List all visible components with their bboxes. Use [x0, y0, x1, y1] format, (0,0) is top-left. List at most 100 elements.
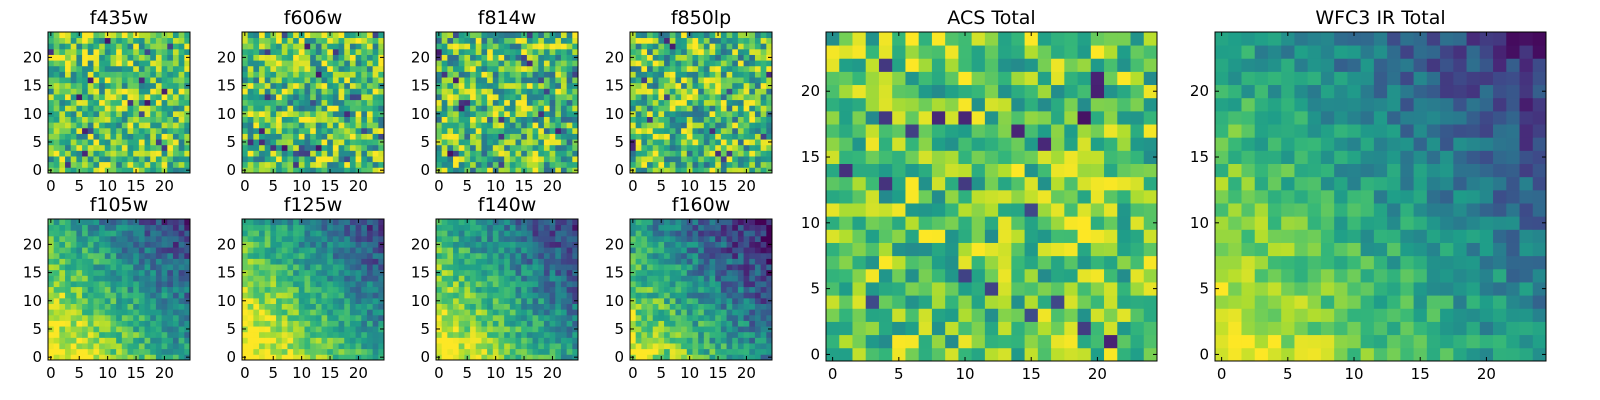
- heatmap-cell: [498, 348, 505, 355]
- heatmap-cell: [447, 105, 454, 112]
- heatmap-cell: [692, 94, 699, 101]
- heatmap-cell: [572, 286, 579, 293]
- heatmap-cell: [276, 105, 283, 112]
- heatmap-cell: [630, 275, 637, 282]
- heatmap-cell: [355, 77, 362, 84]
- heatmap-cell: [720, 54, 727, 61]
- heatmap-cell: [270, 247, 277, 254]
- heatmap-cell: [281, 77, 288, 84]
- heatmap-cell: [110, 94, 117, 101]
- heatmap-cell: [270, 48, 277, 55]
- heatmap-cell: [732, 37, 739, 44]
- y-tick-label: 5: [226, 320, 236, 338]
- heatmap-cell: [304, 156, 311, 163]
- heatmap-cell: [743, 144, 750, 151]
- heatmap-cell: [144, 224, 151, 231]
- heatmap-cell: [378, 144, 385, 151]
- heatmap-cell: [566, 241, 573, 248]
- heatmap-cell: [121, 167, 128, 174]
- heatmap-cell: [630, 281, 637, 288]
- heatmap-cell: [549, 326, 556, 333]
- heatmap-cell: [560, 127, 568, 134]
- heatmap-cell: [635, 161, 642, 168]
- heatmap-cell: [293, 105, 300, 112]
- heatmap-cell: [492, 48, 499, 55]
- heatmap-cell: [630, 60, 637, 67]
- heatmap-cell: [104, 77, 111, 84]
- heatmap-cell: [287, 116, 294, 123]
- heatmap-cell: [355, 286, 362, 293]
- heatmap-cell: [566, 258, 573, 265]
- heatmap-cell: [549, 314, 556, 321]
- heatmap-cell: [321, 354, 328, 361]
- heatmap-cell: [664, 320, 671, 327]
- heatmap-cell: [327, 230, 334, 237]
- heatmap-cell: [172, 252, 180, 259]
- heatmap-cell: [441, 156, 448, 163]
- heatmap-cell: [87, 354, 94, 361]
- heatmap-cell: [349, 331, 356, 338]
- heatmap-cell: [82, 110, 89, 117]
- heatmap-cell: [560, 60, 568, 67]
- heatmap-cell: [630, 48, 637, 55]
- heatmap-cell: [560, 286, 568, 293]
- heatmap-cell: [53, 65, 60, 72]
- heatmap-cell: [327, 127, 334, 134]
- heatmap-cell: [82, 60, 89, 67]
- heatmap-cell: [259, 127, 266, 134]
- heatmap-cell: [664, 99, 671, 106]
- heatmap-cell: [167, 297, 174, 304]
- heatmap-cell: [172, 133, 180, 140]
- heatmap-cell: [338, 252, 345, 259]
- heatmap-cell: [749, 161, 756, 168]
- heatmap-cell: [664, 303, 671, 310]
- heatmap-cell: [338, 331, 345, 338]
- heatmap-cell: [492, 122, 499, 129]
- heatmap-cell: [172, 314, 180, 321]
- heatmap-cell: [543, 71, 550, 78]
- heatmap-cell: [658, 99, 665, 106]
- heatmap-cell: [133, 133, 140, 140]
- heatmap-cell: [532, 247, 539, 254]
- heatmap-cell: [344, 48, 351, 55]
- heatmap-cell: [150, 286, 157, 293]
- heatmap-cell: [321, 331, 328, 338]
- heatmap-cell: [760, 60, 767, 67]
- heatmap-cell: [110, 110, 117, 117]
- heatmap-cell: [658, 127, 665, 134]
- heatmap-cell: [526, 252, 533, 259]
- heatmap-cell: [53, 275, 60, 282]
- heatmap-cell: [184, 127, 191, 134]
- heatmap-cell: [110, 343, 117, 350]
- heatmap-cell: [104, 286, 111, 293]
- heatmap-cell: [99, 105, 106, 112]
- heatmap-cell: [178, 314, 185, 321]
- heatmap-cell: [121, 258, 128, 265]
- heatmap-cell: [276, 264, 283, 271]
- heatmap-cell: [172, 144, 180, 151]
- heatmap-cell: [475, 88, 482, 95]
- heatmap-cell: [664, 127, 671, 134]
- heatmap-cell: [566, 71, 573, 78]
- heatmap-cell: [287, 297, 294, 304]
- heatmap-cell: [652, 139, 659, 146]
- heatmap-cell: [726, 343, 733, 350]
- heatmap-cell: [178, 105, 185, 112]
- heatmap-cell: [641, 43, 648, 50]
- heatmap-cell: [526, 320, 533, 327]
- heatmap-cell: [458, 65, 465, 72]
- heatmap-cell: [310, 65, 317, 72]
- heatmap-cell: [110, 230, 117, 237]
- heatmap-cell: [361, 314, 368, 321]
- heatmap-cell: [99, 48, 106, 55]
- heatmap-cell: [560, 275, 568, 282]
- heatmap-cell: [532, 48, 539, 55]
- heatmap-cells: [436, 219, 579, 361]
- heatmap-cell: [532, 331, 539, 338]
- heatmap-cell: [737, 337, 744, 344]
- heatmap-cell: [441, 303, 448, 310]
- heatmap-cell: [521, 230, 528, 237]
- heatmap-cell: [99, 150, 106, 157]
- heatmap-cell: [76, 88, 83, 95]
- heatmap-cell: [53, 235, 60, 242]
